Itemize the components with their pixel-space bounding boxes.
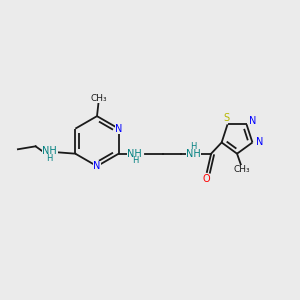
- Text: N: N: [115, 124, 122, 134]
- Text: CH₃: CH₃: [90, 94, 107, 103]
- Text: H: H: [132, 156, 138, 165]
- Text: NH: NH: [128, 149, 142, 159]
- Text: NH: NH: [186, 149, 201, 159]
- Text: N: N: [93, 161, 101, 171]
- Text: H: H: [46, 154, 53, 163]
- Text: CH₃: CH₃: [233, 165, 250, 174]
- Text: O: O: [203, 174, 211, 184]
- Text: N: N: [249, 116, 257, 126]
- Text: H: H: [190, 142, 197, 151]
- Text: N: N: [256, 137, 263, 148]
- Text: NH: NH: [42, 146, 57, 156]
- Text: S: S: [224, 113, 230, 123]
